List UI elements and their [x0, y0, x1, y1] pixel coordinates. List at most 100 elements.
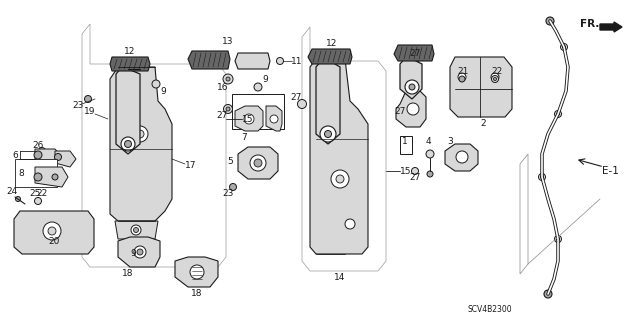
Polygon shape — [188, 51, 230, 69]
Circle shape — [190, 265, 204, 279]
Text: 1: 1 — [402, 137, 408, 145]
Text: 14: 14 — [334, 272, 346, 281]
Text: 2: 2 — [480, 118, 486, 128]
Circle shape — [250, 155, 266, 171]
Circle shape — [554, 235, 561, 242]
Circle shape — [34, 151, 42, 159]
Text: 24: 24 — [6, 187, 18, 196]
Text: 23: 23 — [72, 101, 84, 110]
Circle shape — [426, 150, 434, 158]
Text: 6: 6 — [12, 151, 18, 160]
Polygon shape — [115, 221, 158, 239]
Polygon shape — [308, 49, 352, 64]
Circle shape — [563, 46, 566, 48]
Circle shape — [15, 197, 20, 202]
Circle shape — [230, 183, 237, 190]
Circle shape — [226, 107, 230, 111]
Circle shape — [412, 57, 419, 64]
Text: 27: 27 — [410, 49, 420, 58]
Text: 27: 27 — [410, 173, 420, 182]
Polygon shape — [235, 106, 263, 131]
Circle shape — [456, 151, 468, 163]
Polygon shape — [110, 57, 150, 71]
Circle shape — [254, 83, 262, 91]
Circle shape — [412, 167, 419, 174]
Polygon shape — [35, 149, 62, 164]
Text: 21: 21 — [458, 66, 468, 76]
Circle shape — [54, 153, 61, 160]
Circle shape — [561, 43, 568, 50]
Circle shape — [546, 17, 554, 25]
Circle shape — [491, 73, 499, 81]
Polygon shape — [266, 106, 282, 131]
Circle shape — [298, 100, 307, 108]
Text: 12: 12 — [326, 39, 338, 48]
Circle shape — [331, 170, 349, 188]
Polygon shape — [118, 237, 160, 267]
Text: SCV4B2300: SCV4B2300 — [468, 305, 512, 314]
Polygon shape — [35, 167, 68, 187]
Polygon shape — [310, 59, 368, 254]
Polygon shape — [394, 45, 434, 61]
Text: 9: 9 — [130, 249, 136, 258]
Text: 11: 11 — [291, 56, 303, 65]
Text: 4: 4 — [425, 137, 431, 145]
Text: 5: 5 — [227, 157, 233, 166]
FancyArrow shape — [600, 22, 622, 32]
Text: 9: 9 — [160, 86, 166, 95]
Circle shape — [52, 174, 58, 180]
Circle shape — [345, 219, 355, 229]
Polygon shape — [116, 67, 140, 154]
Polygon shape — [235, 53, 270, 69]
Text: 23: 23 — [222, 189, 234, 197]
Text: 7: 7 — [241, 132, 247, 142]
Circle shape — [48, 227, 56, 235]
Circle shape — [121, 137, 135, 151]
Circle shape — [405, 80, 419, 94]
Text: 15: 15 — [400, 167, 412, 175]
Text: 3: 3 — [447, 137, 453, 145]
Bar — [400, 136, 412, 154]
Polygon shape — [238, 147, 278, 179]
Circle shape — [223, 74, 233, 84]
Polygon shape — [396, 91, 426, 127]
Text: 12: 12 — [124, 47, 136, 56]
Polygon shape — [450, 57, 512, 117]
Text: FR.: FR. — [580, 19, 600, 29]
Text: E-1: E-1 — [602, 166, 618, 176]
Circle shape — [336, 175, 344, 183]
Circle shape — [223, 105, 232, 114]
Text: 27: 27 — [394, 107, 406, 115]
Text: 9: 9 — [262, 75, 268, 84]
Circle shape — [34, 173, 42, 181]
Circle shape — [557, 238, 559, 241]
Circle shape — [459, 76, 465, 82]
Circle shape — [136, 130, 144, 138]
Circle shape — [125, 140, 131, 147]
Circle shape — [541, 175, 543, 179]
Polygon shape — [400, 57, 422, 99]
Text: 18: 18 — [122, 269, 134, 278]
Polygon shape — [302, 27, 386, 271]
Circle shape — [137, 249, 143, 255]
Circle shape — [84, 95, 92, 102]
Circle shape — [134, 227, 138, 233]
Circle shape — [131, 225, 141, 235]
Text: 20: 20 — [48, 236, 60, 246]
Circle shape — [492, 76, 499, 83]
Circle shape — [557, 113, 559, 115]
Text: 13: 13 — [222, 36, 234, 46]
Circle shape — [134, 243, 142, 251]
Circle shape — [38, 147, 45, 154]
Text: 19: 19 — [84, 107, 96, 115]
Text: 22: 22 — [492, 66, 502, 76]
Circle shape — [132, 126, 148, 142]
Circle shape — [134, 246, 146, 258]
Circle shape — [538, 174, 545, 181]
Circle shape — [544, 290, 552, 298]
Text: 17: 17 — [185, 161, 196, 170]
Text: 25: 25 — [29, 189, 41, 198]
Polygon shape — [82, 24, 226, 267]
Circle shape — [270, 115, 278, 123]
Circle shape — [43, 222, 61, 240]
